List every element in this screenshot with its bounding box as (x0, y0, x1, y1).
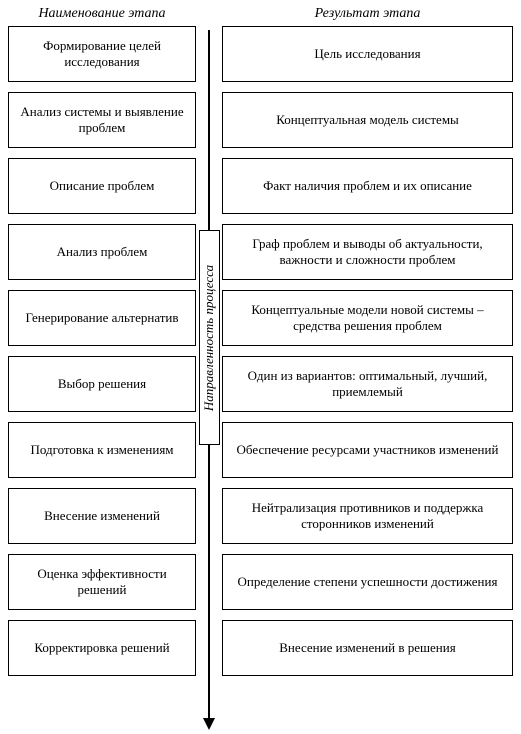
stage-name-box: Внесение изменений (8, 488, 196, 544)
header-stage-result: Результат этапа (222, 6, 513, 22)
stage-result-box: Концептуальные модели новой системы – ср… (222, 290, 513, 346)
diagram-container: Наименование этапа Результат этапа Форми… (0, 0, 521, 734)
stage-name-box: Формирование целей исследования (8, 26, 196, 82)
stage-name-box: Подготовка к изменениям (8, 422, 196, 478)
stage-result-box: Концептуальная модель системы (222, 92, 513, 148)
column-headers: Наименование этапа Результат этапа (8, 6, 513, 22)
row-gap (196, 92, 222, 148)
stage-row: Выбор решения Один из вариантов: оптималь… (8, 356, 513, 412)
stage-row: Внесение изменений Нейтрализация противни… (8, 488, 513, 544)
stage-name-box: Анализ системы и выявление проблем (8, 92, 196, 148)
stage-row: Корректировка решений Внесение изменений … (8, 620, 513, 676)
stage-row: Подготовка к изменениям Обеспечение ресур… (8, 422, 513, 478)
row-gap (196, 488, 222, 544)
stage-name-box: Анализ проблем (8, 224, 196, 280)
stage-result-box: Определение степени успешности достижени… (222, 554, 513, 610)
stage-name-box: Оценка эффективности решений (8, 554, 196, 610)
row-gap (196, 554, 222, 610)
stage-row: Формирование целей исследования Цель иссл… (8, 26, 513, 82)
stage-row: Оценка эффективности решений Определение … (8, 554, 513, 610)
stage-result-box: Граф проблем и выводы об актуальности, в… (222, 224, 513, 280)
stage-row: Анализ проблем Граф проблем и выводы об а… (8, 224, 513, 280)
header-stage-name: Наименование этапа (8, 6, 196, 22)
stage-result-box: Обеспечение ресурсами участников изменен… (222, 422, 513, 478)
stage-result-box: Нейтрализация противников и поддержка ст… (222, 488, 513, 544)
header-gap (196, 6, 222, 22)
stage-row: Описание проблем Факт наличия проблем и и… (8, 158, 513, 214)
row-gap (196, 158, 222, 214)
stage-row: Анализ системы и выявление проблем Концеп… (8, 92, 513, 148)
stage-row: Генерирование альтернатив Концептуальные … (8, 290, 513, 346)
stage-result-box: Факт наличия проблем и их описание (222, 158, 513, 214)
stage-result-box: Внесение изменений в решения (222, 620, 513, 676)
stage-result-box: Один из вариантов: оптимальный, лучший, … (222, 356, 513, 412)
stage-name-box: Описание проблем (8, 158, 196, 214)
stage-name-box: Корректировка решений (8, 620, 196, 676)
rows-container: Формирование целей исследования Цель иссл… (8, 26, 513, 676)
stage-name-box: Генерирование альтернатив (8, 290, 196, 346)
process-arrow-head (203, 718, 215, 730)
row-gap (196, 26, 222, 82)
stage-result-box: Цель исследования (222, 26, 513, 82)
vertical-label-box: Направленность процесса (199, 230, 220, 445)
vertical-label: Направленность процесса (202, 264, 218, 410)
stage-name-box: Выбор решения (8, 356, 196, 412)
row-gap (196, 620, 222, 676)
